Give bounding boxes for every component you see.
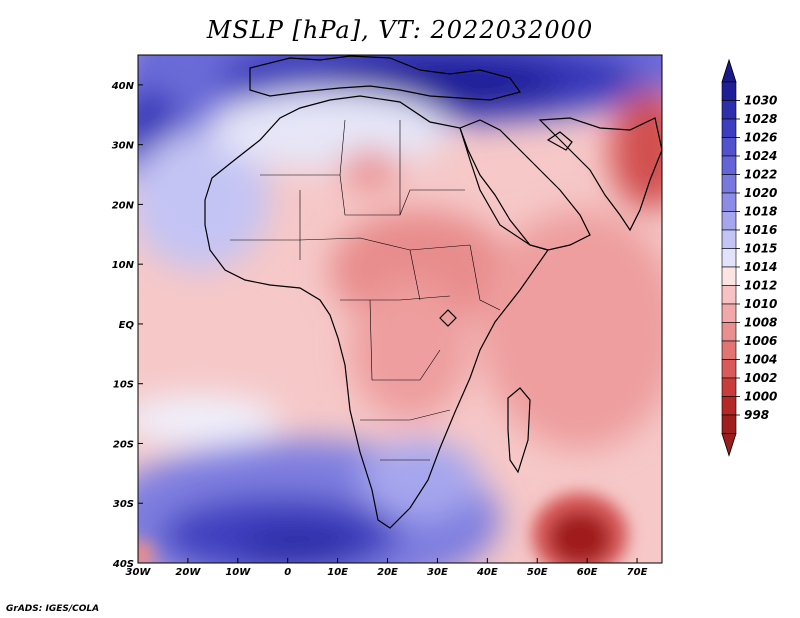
colorbar-swatch: [721, 266, 737, 286]
colorbar-swatch: [721, 377, 737, 397]
colorbar-label: 998: [744, 408, 769, 422]
latitude-axis: 40N 30N 20N 10N EQ 10S 20S 30S 40S: [111, 81, 143, 570]
lat-tick-label: 30S: [113, 499, 134, 510]
colorbar-swatch: [721, 285, 737, 305]
colorbar-label: 1016: [744, 223, 777, 237]
colorbar-swatch: [721, 118, 737, 138]
colorbar-label: 1008: [744, 316, 777, 330]
lon-tick-label: 30E: [427, 567, 448, 578]
lon-tick-label: 40E: [476, 567, 498, 578]
country-borders: [230, 119, 501, 461]
colorbar-label: 1015: [744, 242, 777, 256]
colorbar-top-arrow: [721, 58, 737, 83]
colorbar-label: 1010: [744, 297, 777, 311]
pressure-field: [138, 55, 662, 563]
colorbar-swatch: [721, 340, 737, 360]
colorbar-bottom-arrow: [721, 433, 737, 457]
lon-tick-label: 10W: [225, 567, 251, 578]
colorbar-label: 1022: [744, 168, 777, 182]
colorbar-swatch: [721, 414, 737, 434]
colorbar-label: 1018: [744, 205, 777, 219]
lat-tick-label: EQ: [119, 320, 135, 331]
lat-tick-label: 10N: [112, 260, 135, 271]
colorbar-swatch: [721, 155, 737, 175]
chart-title: MSLP [hPa], VT: 2022032000: [206, 16, 594, 44]
lon-tick-label: 60E: [577, 567, 598, 578]
colorbar-label: 1002: [744, 371, 777, 385]
colorbar-swatch: [721, 192, 737, 212]
colorbar-label: 1024: [744, 149, 777, 163]
lat-tick-label: 10S: [113, 380, 134, 391]
colorbar-label: 1004: [744, 353, 777, 367]
lon-tick-label: 10E: [327, 567, 348, 578]
lat-tick-label: 20S: [113, 439, 134, 450]
lon-tick-label: 20W: [175, 567, 201, 578]
longitude-axis: 30W 20W 10W 0 10E 20E 30E 40E 50E 60E 70E: [126, 558, 648, 578]
colorbar-swatch: [721, 322, 737, 342]
lon-tick-label: 70E: [627, 567, 648, 578]
colorbar-label: 1028: [744, 112, 777, 126]
lat-tick-label: 40N: [111, 81, 135, 92]
colorbar-swatch: [721, 100, 737, 120]
colorbar-swatch: [721, 81, 737, 101]
colorbar-swatch: [721, 211, 737, 231]
lon-tick-label: 20E: [377, 567, 398, 578]
lat-tick-label: 30N: [112, 141, 135, 152]
lon-tick-label: 30W: [126, 567, 152, 578]
colorbar-label: 1006: [744, 334, 777, 348]
plot-frame: [137, 54, 663, 564]
colorbar-swatch: [721, 303, 737, 323]
credit-text: GrADS: IGES/COLA: [6, 604, 100, 614]
lon-tick-label: 50E: [527, 567, 548, 578]
colorbar-swatch: [721, 396, 737, 416]
colorbar-label: 1000: [744, 390, 777, 404]
colorbar-swatch: [721, 174, 737, 194]
colorbar-swatch: [721, 359, 737, 379]
colorbar-label: 1026: [744, 131, 777, 145]
colorbar-label: 1020: [744, 186, 777, 200]
colorbar-label: 1030: [744, 94, 777, 108]
colorbar: 1030 1028 1026 1024 1022 1020 1018 1016 1015 1014…: [721, 58, 777, 457]
lat-tick-label: 20N: [112, 200, 135, 211]
colorbar-swatch: [721, 229, 737, 249]
colorbar-label: 1012: [744, 279, 777, 293]
colorbar-swatch: [721, 137, 737, 157]
coastlines: [204, 55, 662, 529]
lon-tick-label: 0: [284, 567, 291, 578]
lat-tick-label: 40S: [112, 559, 134, 570]
colorbar-label: 1014: [744, 260, 777, 274]
colorbar-swatch: [721, 248, 737, 268]
